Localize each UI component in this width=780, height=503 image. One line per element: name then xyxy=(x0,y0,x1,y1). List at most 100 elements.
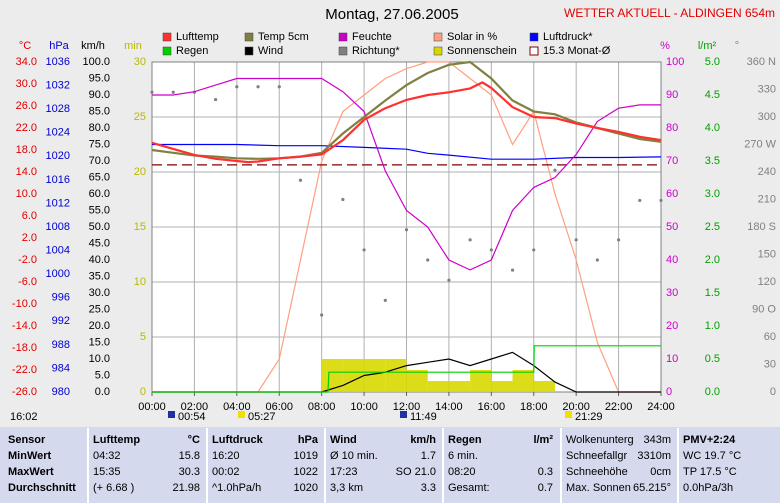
marker-icon xyxy=(168,411,175,418)
table-cell: (+ 6.68 ) xyxy=(93,482,134,494)
y-tick-label: 2.0 xyxy=(22,232,37,244)
series-bar xyxy=(470,370,492,392)
table-cell: l/m² xyxy=(533,434,553,446)
y-tick-label: -6.0 xyxy=(18,276,37,288)
y-tick-label: 996 xyxy=(52,292,70,304)
y-tick-label: 980 xyxy=(52,386,70,398)
x-tick-label: 04:00 xyxy=(223,401,251,413)
y-tick-label: 95.0 xyxy=(89,72,110,84)
table-cell: Max. Sonnen xyxy=(566,482,631,494)
legend-swatch xyxy=(162,46,172,56)
y-tick-label: 10 xyxy=(134,276,146,288)
y-tick-label: 40 xyxy=(666,254,678,266)
table-cell: 04:32 xyxy=(93,450,121,462)
table-cell: Wind xyxy=(330,434,357,446)
y-tick-label: 20 xyxy=(666,320,678,332)
table-cell: 08:20 xyxy=(448,466,476,478)
y-tick-label: 150 xyxy=(758,248,776,260)
marker-time: 00:54 xyxy=(178,411,206,423)
series-bar xyxy=(321,359,343,392)
table-cell: 3.3 xyxy=(421,482,436,494)
series-dot xyxy=(510,268,515,272)
y-tick-label: 70.0 xyxy=(89,155,110,167)
series-dot xyxy=(595,258,599,262)
y-tick-label: 984 xyxy=(52,362,70,374)
y-tick-label: 6.0 xyxy=(22,210,37,222)
y-tick-label: 45.0 xyxy=(89,237,110,249)
table-cell: MinWert xyxy=(8,450,52,462)
series-dot xyxy=(235,85,239,89)
y-tick-label: 1016 xyxy=(46,174,70,186)
y-tick-label: 210 xyxy=(758,193,776,205)
y-tick-label: 120 xyxy=(758,276,776,288)
y-tick-label: 1032 xyxy=(46,79,70,91)
y-tick-label: 1028 xyxy=(46,103,70,115)
x-tick-label: 08:00 xyxy=(308,401,336,413)
table-cell: 3310m xyxy=(637,450,671,462)
y-tick-label: 14.0 xyxy=(16,166,37,178)
legend-swatch xyxy=(244,32,254,42)
axis-label: min xyxy=(124,40,142,52)
table-cell: 00:02 xyxy=(212,466,240,478)
table-cell: Schneehöhe xyxy=(566,466,628,478)
series-dot xyxy=(659,198,663,203)
legend-swatch xyxy=(433,46,443,56)
y-tick-label: 30 xyxy=(666,287,678,299)
y-tick-label: 100 xyxy=(666,56,684,68)
y-tick-label: 30.0 xyxy=(16,78,37,90)
y-tick-label: 240 xyxy=(758,166,776,178)
y-tick-label: 25 xyxy=(134,111,146,123)
y-tick-label: -10.0 xyxy=(12,298,37,310)
table-background xyxy=(0,427,780,503)
table-cell: km/h xyxy=(410,434,436,446)
y-tick-label: 1004 xyxy=(46,244,70,256)
x-tick-label: 20:00 xyxy=(562,401,590,413)
y-tick-label: 40.0 xyxy=(89,254,110,266)
y-tick-label: 70 xyxy=(666,155,678,167)
y-tick-label: -18.0 xyxy=(12,342,37,354)
table-cell: 17:23 xyxy=(330,466,358,478)
table-cell: hPa xyxy=(298,434,319,446)
table-cell: Ø 10 min. xyxy=(330,450,378,462)
table-cell: 15:35 xyxy=(93,466,121,478)
series-dot xyxy=(616,238,621,242)
y-tick-label: 34.0 xyxy=(16,56,37,68)
y-tick-label: 3.0 xyxy=(705,188,720,200)
y-tick-label: 30 xyxy=(134,56,146,68)
table-cell: 16:20 xyxy=(212,450,240,462)
y-tick-label: 65.0 xyxy=(89,171,110,183)
marker-icon xyxy=(565,411,572,418)
marker-time: 21:29 xyxy=(575,411,603,423)
legend-swatch xyxy=(338,46,348,56)
x-tick-label: 18:00 xyxy=(520,401,548,413)
x-tick-label: 00:00 xyxy=(138,401,166,413)
table-cell: Gesamt: xyxy=(448,482,490,494)
y-tick-label: 0.0 xyxy=(705,386,720,398)
y-tick-label: 1.5 xyxy=(705,287,720,299)
y-tick-label: 30 xyxy=(764,358,776,370)
marker-icon xyxy=(400,411,407,418)
y-tick-label: 20.0 xyxy=(89,320,110,332)
table-cell: Lufttemp xyxy=(93,434,140,446)
y-tick-label: 3.5 xyxy=(705,155,720,167)
series-line xyxy=(152,77,661,271)
y-tick-label: 60 xyxy=(764,331,776,343)
table-cell: 3,3 km xyxy=(330,482,363,494)
series-dot xyxy=(256,85,260,89)
table-cell: ^1.0hPa/h xyxy=(212,482,261,494)
y-tick-label: 270 W xyxy=(744,138,776,150)
y-tick-label: 10 xyxy=(666,353,678,365)
series-dot xyxy=(150,90,154,94)
y-tick-label: 25.0 xyxy=(89,303,110,315)
y-tick-label: -26.0 xyxy=(12,386,37,398)
y-tick-label: 80 xyxy=(666,122,678,134)
y-tick-label: 1036 xyxy=(46,56,70,68)
y-tick-label: 300 xyxy=(758,111,776,123)
table-cell: Schneefallgr xyxy=(566,450,627,462)
series-bar xyxy=(385,359,407,392)
y-tick-label: 75.0 xyxy=(89,138,110,150)
series-bar xyxy=(364,359,386,392)
y-tick-label: 20 xyxy=(134,166,146,178)
legend-label: Sonnenschein xyxy=(447,45,517,57)
series-dot xyxy=(404,228,409,232)
